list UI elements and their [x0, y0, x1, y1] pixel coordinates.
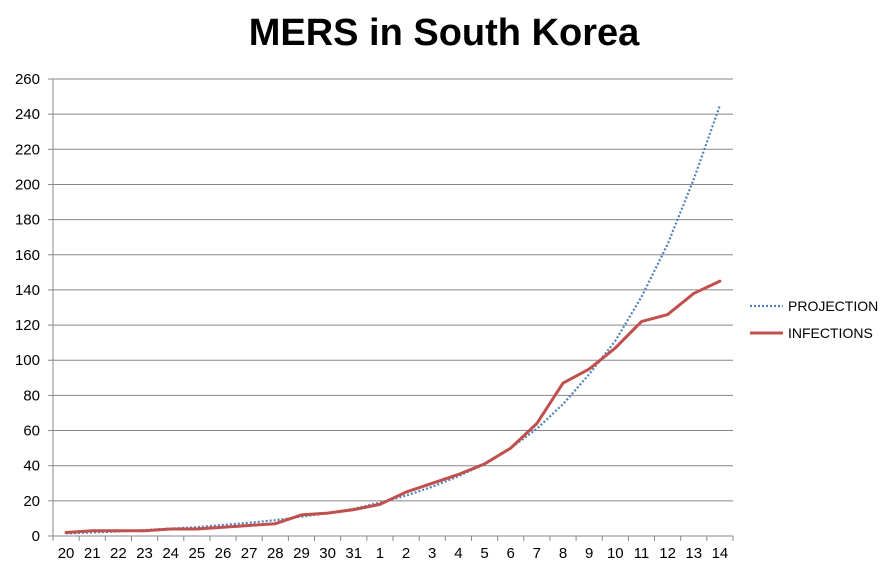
y-tick-label: 160 [15, 247, 40, 264]
y-tick-label: 80 [23, 387, 40, 404]
data-point-infections [326, 511, 330, 515]
data-point-infections [221, 525, 225, 529]
series-line-infections [64, 279, 722, 534]
data-point-projection [692, 177, 696, 181]
data-point-infections [404, 490, 408, 494]
y-tick-label: 220 [15, 141, 40, 158]
data-point-infections [639, 320, 643, 324]
data-point-infections [535, 422, 539, 426]
x-tick-label: 20 [58, 545, 75, 562]
data-point-infections [299, 513, 303, 517]
x-tick-label: 12 [659, 545, 676, 562]
chart-title: MERS in South Korea [248, 12, 640, 54]
data-point-projection [718, 103, 722, 107]
x-tick-label: 25 [189, 545, 206, 562]
data-point-infections [561, 381, 565, 385]
x-tick-label: 11 [634, 545, 650, 562]
x-tick-label: 30 [319, 545, 336, 562]
y-tick-label: 0 [32, 528, 40, 545]
x-tick-label: 8 [559, 545, 567, 562]
data-point-projection [535, 427, 539, 431]
data-point-infections [666, 313, 670, 317]
data-point-projection [613, 339, 617, 343]
gridlines [53, 78, 733, 502]
y-tick-label: 240 [15, 106, 40, 123]
x-tick-label: 27 [241, 545, 258, 562]
data-point-infections [692, 291, 696, 295]
data-point-projection [666, 242, 670, 246]
x-tick-label: 26 [215, 545, 232, 562]
x-tick-label: 31 [345, 545, 362, 562]
data-point-infections [613, 346, 617, 350]
data-point-infections [483, 462, 487, 466]
data-point-projection [587, 372, 591, 376]
y-tick-label: 180 [15, 212, 40, 229]
data-point-projection [430, 485, 434, 489]
x-tick-label: 10 [607, 545, 624, 562]
data-point-infections [143, 529, 147, 533]
x-tick-label: 6 [507, 545, 515, 562]
data-point-infections [64, 530, 68, 534]
x-tick-label: 22 [110, 545, 127, 562]
data-point-infections [718, 279, 722, 283]
legend-label-infections: INFECTIONS [788, 325, 873, 341]
data-point-infections [169, 527, 173, 531]
x-tick-label: 14 [712, 545, 729, 562]
axes [48, 78, 734, 541]
data-point-infections [273, 522, 277, 526]
data-point-infections [587, 367, 591, 371]
x-tick-label: 29 [293, 545, 310, 562]
legend-label-projection: PROJECTION [788, 298, 878, 314]
legend: PROJECTION INFECTIONS [750, 298, 878, 341]
y-tick-label: 60 [23, 423, 40, 440]
data-point-infections [378, 502, 382, 506]
x-tick-label: 2 [402, 545, 410, 562]
data-point-infections [509, 446, 513, 450]
data-point-projection [273, 518, 277, 522]
x-tick-label: 24 [162, 545, 179, 562]
y-tick-label: 40 [23, 458, 40, 475]
data-point-infections [430, 481, 434, 485]
data-point-infections [352, 508, 356, 512]
x-tick-label: 7 [533, 545, 541, 562]
data-point-projection [639, 295, 643, 299]
series-line-projection [66, 105, 721, 535]
data-point-projection [561, 402, 565, 406]
data-point-infections [116, 529, 120, 533]
y-tick-label: 120 [15, 317, 40, 334]
x-tick-label: 28 [267, 545, 284, 562]
y-tick-label: 20 [23, 493, 40, 510]
x-tick-label: 23 [136, 545, 153, 562]
x-tick-label: 13 [685, 545, 702, 562]
data-point-infections [90, 529, 94, 533]
y-tick-labels: 0 20 40 60 80 100 120 140 160 180 200 220 240 260 [15, 71, 40, 545]
y-tick-label: 260 [15, 71, 40, 88]
x-tick-label: 3 [428, 545, 436, 562]
x-tick-label: 5 [480, 545, 488, 562]
y-tick-label: 200 [15, 176, 40, 193]
x-tick-label: 1 [376, 545, 384, 562]
x-tick-label: 21 [84, 545, 101, 562]
y-tick-label: 140 [15, 282, 40, 299]
y-tick-label: 100 [15, 352, 40, 369]
x-tick-label: 4 [454, 545, 462, 562]
x-tick-labels: 20 21 22 23 24 25 26 27 28 29 30 31 1 2 3 4 5 6 7 8 9 10 11 12 1… [58, 545, 729, 562]
data-point-infections [247, 523, 251, 527]
x-tick-label: 9 [585, 545, 593, 562]
series-lines [64, 103, 722, 535]
data-point-infections [195, 527, 199, 531]
data-point-infections [456, 472, 460, 476]
